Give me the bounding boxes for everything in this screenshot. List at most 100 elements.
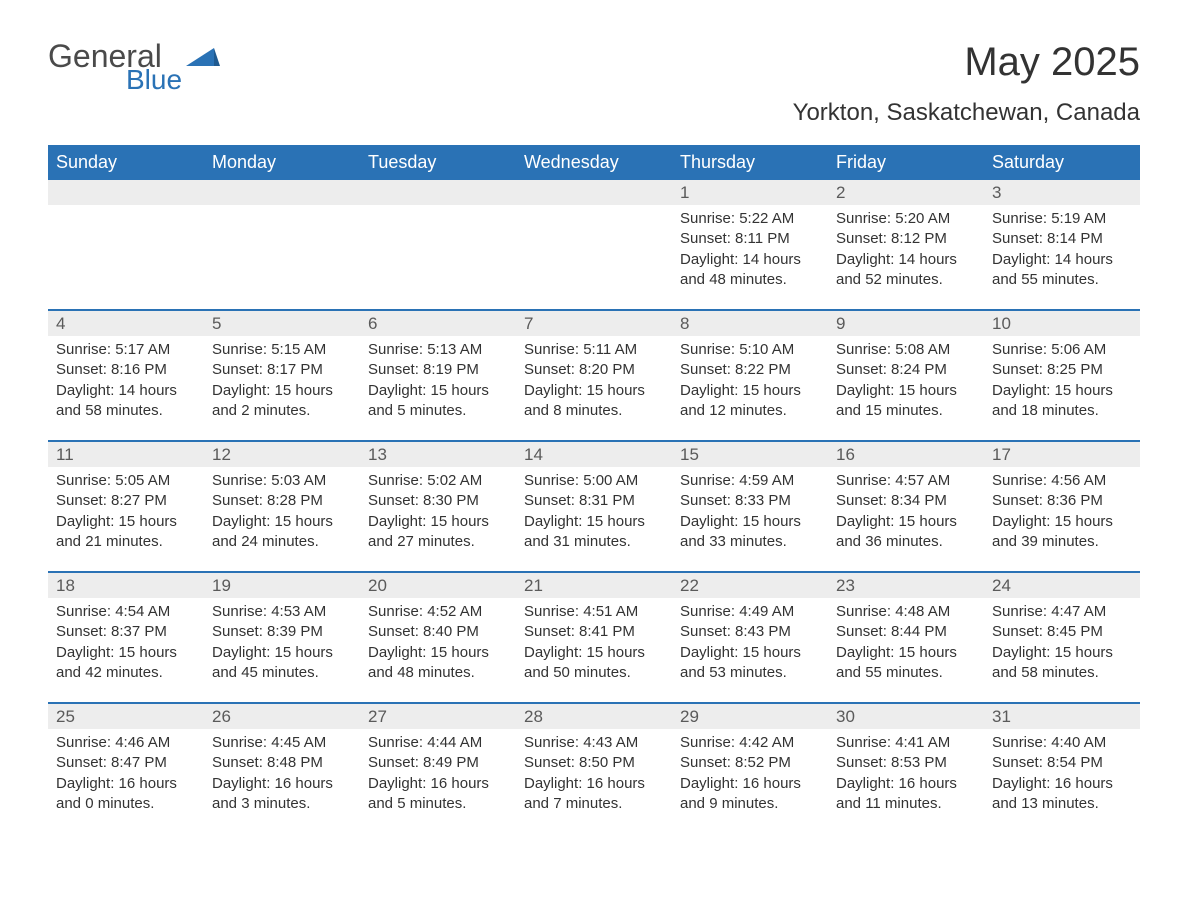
month-title: May 2025: [793, 40, 1140, 85]
day-cell: Sunrise: 4:56 AMSunset: 8:36 PMDaylight:…: [984, 467, 1140, 571]
day-cell: Sunrise: 5:13 AMSunset: 8:19 PMDaylight:…: [360, 336, 516, 440]
sunrise-line: Sunrise: 5:10 AM: [680, 340, 820, 360]
day-cell: Sunrise: 4:46 AMSunset: 8:47 PMDaylight:…: [48, 729, 204, 833]
sunrise-line: Sunrise: 5:15 AM: [212, 340, 352, 360]
day-number: 9: [828, 311, 984, 336]
day-cell: Sunrise: 4:57 AMSunset: 8:34 PMDaylight:…: [828, 467, 984, 571]
sunset-line: Sunset: 8:17 PM: [212, 360, 352, 380]
day-cell: [204, 205, 360, 309]
title-block: May 2025 Yorkton, Saskatchewan, Canada: [793, 40, 1140, 127]
daylight-line: Daylight: 15 hours and 42 minutes.: [56, 643, 196, 684]
daylight-line: Daylight: 16 hours and 5 minutes.: [368, 774, 508, 815]
sunrise-line: Sunrise: 4:52 AM: [368, 602, 508, 622]
day-number: 28: [516, 704, 672, 729]
sunset-line: Sunset: 8:14 PM: [992, 229, 1132, 249]
day-header: Tuesday: [360, 145, 516, 180]
sunrise-line: Sunrise: 4:41 AM: [836, 733, 976, 753]
daylight-line: Daylight: 14 hours and 52 minutes.: [836, 250, 976, 291]
daylight-line: Daylight: 15 hours and 33 minutes.: [680, 512, 820, 553]
daylight-line: Daylight: 15 hours and 12 minutes.: [680, 381, 820, 422]
day-number: 24: [984, 573, 1140, 598]
day-number: 23: [828, 573, 984, 598]
sunset-line: Sunset: 8:45 PM: [992, 622, 1132, 642]
daylight-line: Daylight: 15 hours and 36 minutes.: [836, 512, 976, 553]
day-number-row: 45678910: [48, 311, 1140, 336]
daylight-line: Daylight: 16 hours and 9 minutes.: [680, 774, 820, 815]
sunrise-line: Sunrise: 5:22 AM: [680, 209, 820, 229]
sunset-line: Sunset: 8:22 PM: [680, 360, 820, 380]
day-content-row: Sunrise: 4:54 AMSunset: 8:37 PMDaylight:…: [48, 598, 1140, 702]
day-number: [360, 180, 516, 205]
day-number: [516, 180, 672, 205]
day-content-row: Sunrise: 5:22 AMSunset: 8:11 PMDaylight:…: [48, 205, 1140, 309]
logo-triangle-icon: [186, 46, 220, 75]
sunrise-line: Sunrise: 4:47 AM: [992, 602, 1132, 622]
day-number-row: 123: [48, 180, 1140, 205]
day-number-row: 18192021222324: [48, 573, 1140, 598]
sunrise-line: Sunrise: 4:51 AM: [524, 602, 664, 622]
day-number: 19: [204, 573, 360, 598]
day-number: 20: [360, 573, 516, 598]
sunrise-line: Sunrise: 4:46 AM: [56, 733, 196, 753]
day-number: 12: [204, 442, 360, 467]
sunset-line: Sunset: 8:37 PM: [56, 622, 196, 642]
day-cell: Sunrise: 4:51 AMSunset: 8:41 PMDaylight:…: [516, 598, 672, 702]
sunset-line: Sunset: 8:12 PM: [836, 229, 976, 249]
daylight-line: Daylight: 15 hours and 15 minutes.: [836, 381, 976, 422]
sunset-line: Sunset: 8:24 PM: [836, 360, 976, 380]
sunset-line: Sunset: 8:53 PM: [836, 753, 976, 773]
daylight-line: Daylight: 14 hours and 48 minutes.: [680, 250, 820, 291]
day-number: 17: [984, 442, 1140, 467]
sunrise-line: Sunrise: 5:13 AM: [368, 340, 508, 360]
sunrise-line: Sunrise: 4:44 AM: [368, 733, 508, 753]
daylight-line: Daylight: 16 hours and 11 minutes.: [836, 774, 976, 815]
day-cell: Sunrise: 4:48 AMSunset: 8:44 PMDaylight:…: [828, 598, 984, 702]
day-number: 27: [360, 704, 516, 729]
day-cell: [516, 205, 672, 309]
daylight-line: Daylight: 14 hours and 55 minutes.: [992, 250, 1132, 291]
day-number: 18: [48, 573, 204, 598]
sunrise-line: Sunrise: 5:05 AM: [56, 471, 196, 491]
daylight-line: Daylight: 15 hours and 53 minutes.: [680, 643, 820, 684]
day-cell: Sunrise: 5:02 AMSunset: 8:30 PMDaylight:…: [360, 467, 516, 571]
daylight-line: Daylight: 15 hours and 48 minutes.: [368, 643, 508, 684]
sunrise-line: Sunrise: 5:17 AM: [56, 340, 196, 360]
day-cell: Sunrise: 5:15 AMSunset: 8:17 PMDaylight:…: [204, 336, 360, 440]
sunset-line: Sunset: 8:48 PM: [212, 753, 352, 773]
day-number: 22: [672, 573, 828, 598]
sunrise-line: Sunrise: 4:40 AM: [992, 733, 1132, 753]
logo-text: General Blue: [48, 40, 182, 94]
day-cell: Sunrise: 5:22 AMSunset: 8:11 PMDaylight:…: [672, 205, 828, 309]
sunrise-line: Sunrise: 4:53 AM: [212, 602, 352, 622]
day-number: [204, 180, 360, 205]
day-cell: Sunrise: 4:40 AMSunset: 8:54 PMDaylight:…: [984, 729, 1140, 833]
day-cell: Sunrise: 4:52 AMSunset: 8:40 PMDaylight:…: [360, 598, 516, 702]
day-cell: Sunrise: 5:20 AMSunset: 8:12 PMDaylight:…: [828, 205, 984, 309]
day-number: 4: [48, 311, 204, 336]
day-cell: Sunrise: 4:42 AMSunset: 8:52 PMDaylight:…: [672, 729, 828, 833]
day-number: 26: [204, 704, 360, 729]
sunset-line: Sunset: 8:49 PM: [368, 753, 508, 773]
day-cell: Sunrise: 4:43 AMSunset: 8:50 PMDaylight:…: [516, 729, 672, 833]
day-header: Saturday: [984, 145, 1140, 180]
day-number: 10: [984, 311, 1140, 336]
logo: General Blue: [48, 40, 220, 94]
day-content-row: Sunrise: 4:46 AMSunset: 8:47 PMDaylight:…: [48, 729, 1140, 833]
day-cell: Sunrise: 5:19 AMSunset: 8:14 PMDaylight:…: [984, 205, 1140, 309]
daylight-line: Daylight: 15 hours and 31 minutes.: [524, 512, 664, 553]
daylight-line: Daylight: 15 hours and 50 minutes.: [524, 643, 664, 684]
day-cell: Sunrise: 4:41 AMSunset: 8:53 PMDaylight:…: [828, 729, 984, 833]
sunset-line: Sunset: 8:11 PM: [680, 229, 820, 249]
day-cell: Sunrise: 5:00 AMSunset: 8:31 PMDaylight:…: [516, 467, 672, 571]
day-number: 5: [204, 311, 360, 336]
day-content-row: Sunrise: 5:17 AMSunset: 8:16 PMDaylight:…: [48, 336, 1140, 440]
daylight-line: Daylight: 15 hours and 8 minutes.: [524, 381, 664, 422]
sunset-line: Sunset: 8:54 PM: [992, 753, 1132, 773]
day-cell: Sunrise: 4:47 AMSunset: 8:45 PMDaylight:…: [984, 598, 1140, 702]
day-cell: [48, 205, 204, 309]
weeks-container: 123Sunrise: 5:22 AMSunset: 8:11 PMDaylig…: [48, 180, 1140, 833]
day-cell: Sunrise: 4:49 AMSunset: 8:43 PMDaylight:…: [672, 598, 828, 702]
daylight-line: Daylight: 15 hours and 45 minutes.: [212, 643, 352, 684]
sunset-line: Sunset: 8:34 PM: [836, 491, 976, 511]
sunset-line: Sunset: 8:41 PM: [524, 622, 664, 642]
